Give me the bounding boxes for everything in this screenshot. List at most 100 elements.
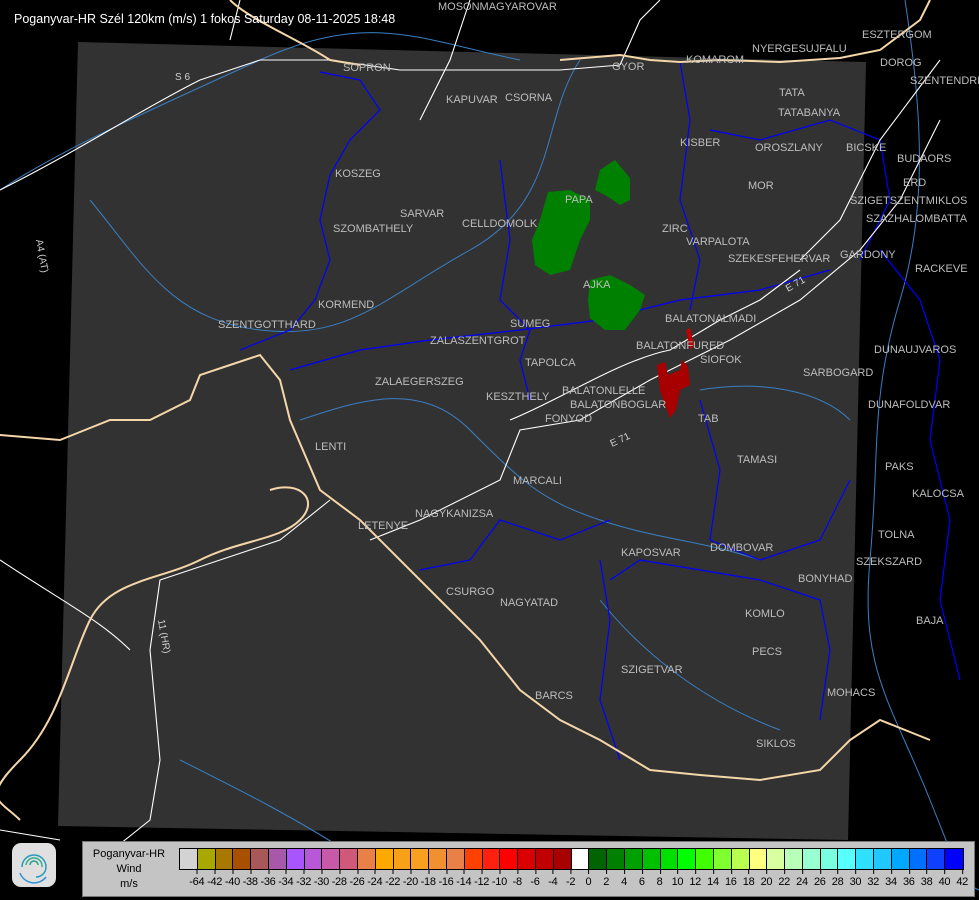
city-label: BALATONFURED (636, 340, 724, 352)
city-label: DUNAUJVAROS (874, 344, 956, 356)
legend-swatch (322, 849, 341, 869)
city-label: SZENTGOTTHARD (218, 319, 316, 331)
legend-swatch (642, 849, 661, 869)
legend-swatch (340, 849, 358, 869)
city-label: KESZTHELY (486, 391, 550, 403)
city-label: KORMEND (318, 299, 374, 311)
legend-swatch (180, 849, 198, 869)
city-label: KOSZEG (335, 168, 381, 180)
legend-swatch (518, 849, 536, 869)
legend-swatch (393, 849, 412, 869)
legend-tick-label: 28 (832, 869, 844, 888)
legend-tick-label: -42 (207, 869, 222, 888)
city-label: NAGYATAD (500, 597, 558, 609)
legend-swatch (446, 849, 465, 869)
city-label: TATABANYA (778, 107, 841, 119)
city-label: KISBER (680, 137, 720, 149)
radar-echoes (532, 160, 694, 418)
legend-swatch (624, 849, 643, 869)
legend-tick-label: 42 (956, 869, 968, 888)
city-label: CELLDOMOLK (462, 218, 538, 230)
legend-swatch (909, 849, 928, 869)
city-label: SARBOGARD (803, 367, 873, 379)
legend-tick-label: -36 (261, 869, 276, 888)
legend-tick-label: -14 (456, 869, 472, 888)
legend-swatch (802, 849, 821, 869)
legend-tick-label: -22 (385, 869, 400, 888)
legend-tick-label: -4 (548, 869, 558, 888)
legend-swatch (411, 849, 430, 869)
legend-tick-label: 8 (657, 869, 663, 888)
city-label: SZOMBATHELY (333, 223, 414, 235)
city-label: BONYHAD (798, 573, 852, 585)
city-label: SIOFOK (700, 354, 742, 366)
legend-tick-label: 26 (814, 869, 826, 888)
road-label: S 6 (175, 72, 190, 83)
legend-swatch (535, 849, 554, 869)
legend-tick-label: 24 (796, 869, 808, 888)
roads (0, 0, 941, 861)
legend-tick-label: -8 (513, 869, 522, 888)
legend-swatch (500, 849, 519, 869)
wind-echo-green-north (595, 160, 630, 205)
legend-tick-label: 14 (707, 869, 719, 888)
city-label: AJKA (583, 279, 611, 291)
legend-tick-label: -12 (474, 869, 489, 888)
city-label: GARDONY (840, 249, 896, 261)
swirl-logo-icon (19, 854, 47, 884)
legend-swatch (838, 849, 857, 869)
legend-swatch (856, 849, 875, 869)
city-label: VARPALOTA (686, 236, 750, 248)
city-label: CSURGO (446, 586, 495, 598)
legend-swatch (660, 849, 679, 869)
legend-swatch (891, 849, 910, 869)
city-label: FONYOD (545, 413, 592, 425)
city-label: DOMBOVAR (710, 542, 773, 554)
city-label: BICSKE (846, 142, 886, 154)
city-label: BARCS (535, 690, 573, 702)
legend-tick-label: -6 (530, 869, 540, 888)
city-label: ZALASZENTGROT (430, 335, 526, 347)
legend-tick-label: 0 (585, 869, 592, 888)
legend-tick-label: 6 (639, 869, 645, 888)
legend-tick-label: -34 (278, 869, 294, 888)
legend-swatch (749, 849, 768, 869)
legend-tick-label: -20 (403, 869, 418, 888)
legend-tick-label: 18 (743, 869, 755, 888)
legend-swatch (945, 849, 964, 869)
city-label: BUDAORS (897, 153, 951, 165)
legend-swatch (215, 849, 234, 869)
legend-swatch (607, 849, 625, 869)
legend-tick-label: 10 (672, 869, 684, 888)
legend-tick-label: 20 (761, 869, 773, 888)
radar-coverage-area (58, 42, 866, 840)
wind-echo-green-papa (532, 190, 590, 275)
legend-title-unit: m/s (120, 878, 138, 890)
legend-swatch (482, 849, 501, 869)
legend-title-radar: Poganyvar-HR (92, 848, 166, 860)
city-label: ZALAEGERSZEG (375, 376, 464, 388)
city-label: LETENYE (358, 520, 408, 532)
city-label: ESZTERGOM (862, 29, 932, 41)
legend-tick-label: -26 (350, 869, 365, 888)
legend-tick-label: -32 (296, 869, 311, 888)
city-label: BALATONALMADI (665, 313, 756, 325)
legend-tick-label: 36 (903, 869, 915, 888)
city-label: GYOR (612, 61, 644, 73)
legend-tick-label: -10 (492, 869, 507, 888)
legend-tick-label: 38 (921, 869, 933, 888)
legend-swatch (696, 849, 714, 869)
legend-title: Poganyvar-HR Wind m/s (87, 847, 171, 892)
legend-swatch (357, 849, 376, 869)
legend-tick-label: 22 (778, 869, 790, 888)
city-label: MOHACS (827, 687, 875, 699)
color-legend: Poganyvar-HR Wind m/s -64 -42 -40 -38 -36 -34… (82, 841, 975, 897)
legend-tick-label: -38 (243, 869, 258, 888)
legend-swatch (464, 849, 483, 869)
city-label: ERD (903, 177, 926, 189)
city-label: PECS (752, 646, 782, 658)
legend-tick-label: -40 (225, 869, 240, 888)
legend-swatch (713, 849, 732, 869)
legend-tick-label: -16 (439, 869, 454, 888)
